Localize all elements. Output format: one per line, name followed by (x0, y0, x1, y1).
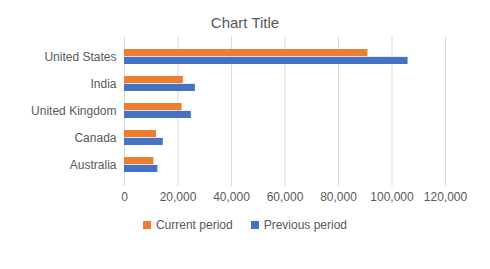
svg-text:20,000: 20,000 (160, 190, 197, 204)
svg-text:United States: United States (44, 50, 116, 64)
svg-text:100,000: 100,000 (370, 190, 414, 204)
svg-text:0: 0 (121, 190, 128, 204)
html-text:Current period: Current period (155, 218, 233, 232)
html-text:Chart Title: Chart Title (210, 14, 280, 31)
svg-text:40,000: 40,000 (213, 190, 250, 204)
svg-text:India: India (90, 77, 116, 91)
svg-text:80,000: 80,000 (320, 190, 357, 204)
svg-text:Australia: Australia (70, 158, 117, 172)
html-text:Previous period: Previous period (263, 218, 347, 232)
svg-text:United Kingdom: United Kingdom (31, 104, 116, 118)
svg-text:120,000: 120,000 (424, 190, 468, 204)
svg-text:60,000: 60,000 (267, 190, 304, 204)
svg-text:Canada: Canada (74, 131, 116, 145)
